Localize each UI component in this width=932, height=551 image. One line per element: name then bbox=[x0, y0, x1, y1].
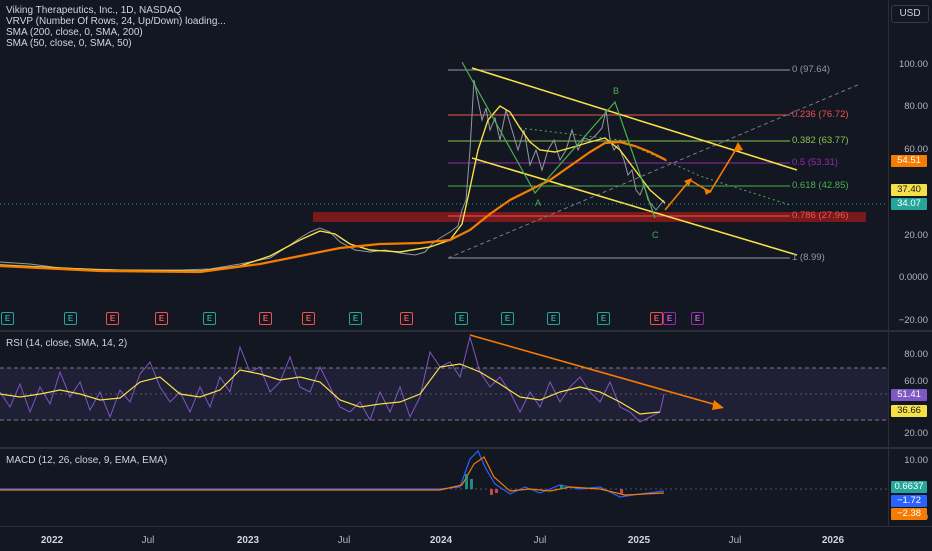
macd-tag-signal: −2.38 bbox=[891, 508, 927, 520]
indicator-sma200[interactable]: SMA (200, close, 0, SMA, 200) bbox=[6, 27, 143, 38]
macd-histogram-bar bbox=[620, 489, 623, 494]
indicator-vrvp[interactable]: VRVP (Number Of Rows, 24, Up/Down) loadi… bbox=[6, 16, 226, 27]
channel-lower bbox=[471, 157, 798, 256]
time-label: Jul bbox=[141, 535, 155, 546]
rsi-chart[interactable] bbox=[0, 332, 888, 447]
rsi-line bbox=[0, 335, 665, 423]
fib-label-05: 0.5 (53.31) bbox=[792, 157, 838, 168]
price-pane[interactable] bbox=[0, 0, 888, 330]
earnings-marker[interactable]: E bbox=[547, 312, 560, 325]
price-tick: 20.00 bbox=[904, 230, 928, 241]
macd-tag-macd: −1.72 bbox=[891, 495, 927, 507]
projection-path bbox=[664, 145, 739, 211]
projection-arrowhead-low bbox=[704, 188, 712, 195]
time-label: Jul bbox=[533, 535, 547, 546]
time-axis[interactable]: 2022 Jul 2023 Jul 2024 Jul 2025 Jul 2026 bbox=[0, 526, 932, 551]
macd-pane[interactable] bbox=[0, 449, 888, 526]
rsi-pane[interactable] bbox=[0, 332, 888, 447]
main-legend: Viking Therapeutics, Inc., 1D, NASDAQ VR… bbox=[6, 5, 226, 49]
earnings-marker[interactable]: E bbox=[64, 312, 77, 325]
price-tick: 60.00 bbox=[904, 144, 928, 155]
price-tick: −20.00 bbox=[898, 315, 928, 326]
time-label: 2022 bbox=[40, 535, 64, 546]
fib-label-1: 1 (8.99) bbox=[792, 252, 825, 263]
price-tick: 0.0000 bbox=[898, 272, 928, 283]
earnings-marker[interactable]: E bbox=[259, 312, 272, 325]
time-label: 2026 bbox=[821, 535, 845, 546]
projection-arrowhead bbox=[733, 142, 743, 152]
projection-arrowhead-mid bbox=[684, 178, 692, 186]
macd-histogram-bar bbox=[560, 485, 563, 489]
rsi-tag-value: 51.41 bbox=[891, 389, 927, 401]
support-zone bbox=[313, 212, 866, 222]
rsi-legend[interactable]: RSI (14, close, SMA, 14, 2) bbox=[6, 338, 128, 349]
fib-label-0382: 0.382 (63.77) bbox=[792, 135, 849, 146]
price-tag-last: 34.07 bbox=[891, 198, 927, 210]
earnings-marker[interactable]: E bbox=[597, 312, 610, 325]
rsi-tag-sma: 36.66 bbox=[891, 405, 927, 417]
price-tag-sma200: 54.51 bbox=[891, 155, 927, 167]
macd-histogram-bar bbox=[470, 479, 473, 489]
earnings-marker[interactable]: E bbox=[691, 312, 704, 325]
channel-upper bbox=[471, 67, 798, 171]
macd-histogram-bar bbox=[465, 474, 468, 489]
time-label: Jul bbox=[728, 535, 742, 546]
dotted-trend bbox=[519, 127, 791, 206]
price-series bbox=[0, 79, 665, 271]
rsi-sma-line bbox=[0, 363, 661, 415]
earnings-marker[interactable]: E bbox=[302, 312, 315, 325]
rsi-trend-arrowhead bbox=[712, 400, 724, 410]
time-label: 2024 bbox=[429, 535, 453, 546]
currency-button[interactable]: USD bbox=[891, 5, 929, 23]
earnings-marker[interactable]: E bbox=[400, 312, 413, 325]
fib-label-0618: 0.618 (42.85) bbox=[792, 180, 849, 191]
fib-label-0236: 0.236 (76.72) bbox=[792, 109, 849, 120]
sma50-line bbox=[0, 105, 666, 272]
sma200-line bbox=[0, 140, 667, 274]
earnings-marker[interactable]: E bbox=[1, 312, 14, 325]
macd-chart[interactable] bbox=[0, 449, 888, 526]
earnings-marker[interactable]: E bbox=[349, 312, 362, 325]
price-tag-sma50: 37.40 bbox=[891, 184, 927, 196]
fib-label-0: 0 (97.64) bbox=[792, 64, 831, 75]
macd-histogram bbox=[465, 474, 623, 495]
rsi-trendline bbox=[469, 334, 721, 407]
earnings-marker[interactable]: E bbox=[663, 312, 676, 325]
earnings-marker[interactable]: E bbox=[106, 312, 119, 325]
pane-separator[interactable] bbox=[0, 447, 932, 449]
price-tick: 80.00 bbox=[904, 101, 928, 112]
macd-histogram-bar bbox=[495, 489, 498, 493]
fib-diagonal bbox=[447, 83, 861, 259]
indicator-sma50[interactable]: SMA (50, close, 0, SMA, 50) bbox=[6, 38, 132, 49]
time-label: Jul bbox=[337, 535, 351, 546]
macd-signal-line bbox=[0, 456, 665, 496]
macd-legend[interactable]: MACD (12, 26, close, 9, EMA, EMA) bbox=[6, 455, 168, 466]
wave-path bbox=[461, 61, 656, 219]
macd-histogram-bar bbox=[490, 489, 493, 495]
earnings-marker[interactable]: E bbox=[501, 312, 514, 325]
time-label: 2025 bbox=[627, 535, 651, 546]
wave-label-a: A bbox=[535, 198, 542, 208]
earnings-marker[interactable]: E bbox=[203, 312, 216, 325]
earnings-marker[interactable]: E bbox=[155, 312, 168, 325]
rsi-tick: 80.00 bbox=[904, 349, 928, 360]
rsi-tick: 60.00 bbox=[904, 376, 928, 387]
wave-label-b: B bbox=[613, 86, 620, 96]
pane-separator[interactable] bbox=[0, 330, 932, 332]
symbol-title[interactable]: Viking Therapeutics, Inc., 1D, NASDAQ bbox=[6, 5, 182, 16]
price-chart[interactable] bbox=[0, 0, 888, 330]
wave-label-c: C bbox=[652, 230, 659, 240]
price-tick: 100.00 bbox=[898, 59, 928, 70]
time-label: 2023 bbox=[236, 535, 260, 546]
fib-label-0786: 0.786 (27.96) bbox=[792, 210, 849, 221]
macd-tick: 10.00 bbox=[904, 455, 928, 466]
macd-tag-histogram: 0.6637 bbox=[891, 481, 927, 493]
rsi-tick: 20.00 bbox=[904, 428, 928, 439]
earnings-marker[interactable]: E bbox=[650, 312, 663, 325]
earnings-marker[interactable]: E bbox=[455, 312, 468, 325]
